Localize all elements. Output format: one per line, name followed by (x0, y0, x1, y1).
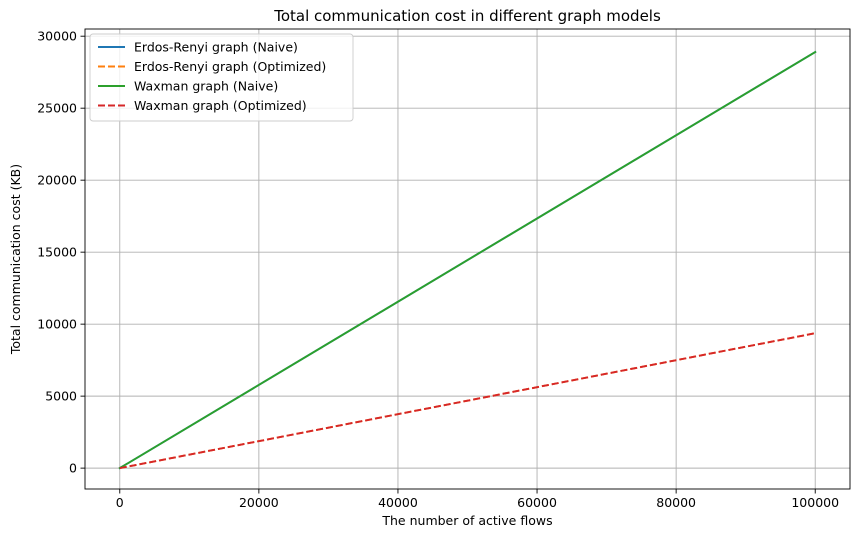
x-tick-label: 80000 (656, 495, 696, 510)
y-tick-label: 25000 (37, 101, 77, 116)
x-tick-label: 0 (116, 495, 124, 510)
series-line (118, 50, 817, 470)
x-tick-label: 20000 (239, 495, 279, 510)
legend: Erdos-Renyi graph (Naive) Erdos-Renyi gra… (89, 33, 354, 122)
grid (85, 29, 850, 489)
x-tick-label: 40000 (378, 495, 418, 510)
x-axis-ticks: 0 20000 40000 60000 80000 100000 (116, 489, 839, 510)
legend-label: Waxman graph (Optimized) (134, 98, 307, 113)
x-tick-label: 100000 (791, 495, 839, 510)
y-tick-label: 5000 (45, 389, 77, 404)
y-axis-ticks: 0 5000 10000 15000 20000 25000 30000 (37, 29, 85, 476)
x-axis-label: The number of active flows (381, 513, 552, 528)
legend-label: Erdos-Renyi graph (Optimized) (134, 59, 326, 74)
y-tick-label: 30000 (37, 29, 77, 44)
plot-area-frame (84, 28, 851, 490)
y-tick-label: 20000 (37, 173, 77, 188)
legend-label: Erdos-Renyi graph (Naive) (134, 40, 298, 55)
chart-title: Total communication cost in different gr… (273, 7, 661, 25)
x-tick-label: 60000 (517, 495, 557, 510)
series-line (119, 332, 816, 470)
legend-label: Waxman graph (Naive) (134, 79, 278, 94)
series-lines (118, 50, 817, 470)
legend-box (89, 33, 354, 122)
y-tick-label: 0 (69, 461, 77, 476)
y-axis-label: Total communication cost (KB) (8, 164, 23, 355)
y-tick-label: 10000 (37, 317, 77, 332)
y-tick-label: 15000 (37, 245, 77, 260)
